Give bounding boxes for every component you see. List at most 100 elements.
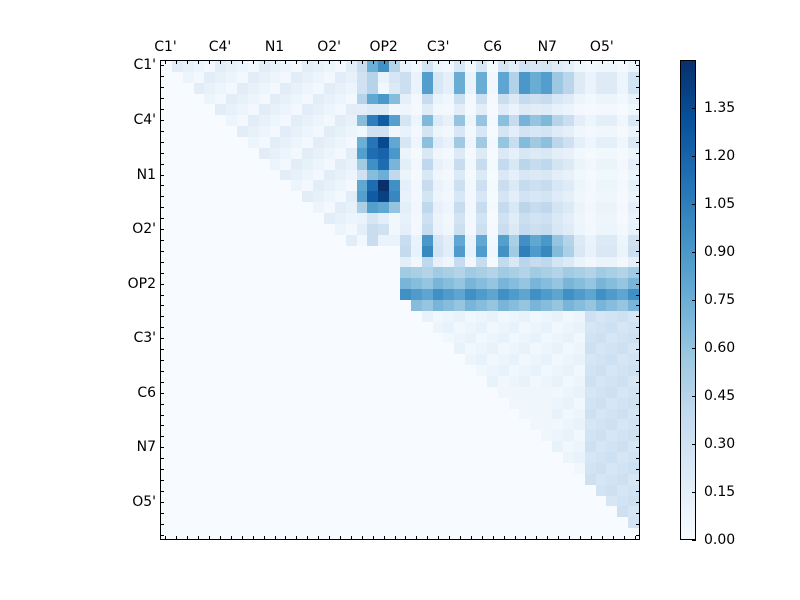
heatmap-cell: [519, 462, 531, 474]
heatmap-cell: [226, 506, 238, 518]
heatmap-cell: [334, 506, 346, 518]
tick-mark: [636, 261, 640, 263]
heatmap-cell: [443, 462, 455, 474]
heatmap-cell: [421, 256, 433, 268]
heatmap-cell: [410, 321, 422, 333]
heatmap-cell: [204, 495, 216, 507]
heatmap-cell: [291, 452, 303, 463]
heatmap-cell: [247, 245, 259, 257]
heatmap-cell: [247, 93, 259, 105]
heatmap-cell: [247, 473, 259, 485]
heatmap-cell: [345, 213, 357, 224]
heatmap-cell: [389, 386, 400, 398]
heatmap-cell: [595, 104, 607, 116]
heatmap-cell: [421, 354, 433, 366]
heatmap-cell: [628, 408, 639, 420]
heatmap-cell: [530, 93, 542, 105]
heatmap-cell: [432, 473, 444, 485]
heatmap-cell: [399, 365, 411, 377]
heatmap-cell: [345, 289, 357, 300]
heatmap-cell: [617, 82, 629, 94]
heatmap-cell: [628, 419, 639, 431]
heatmap-cell: [432, 256, 444, 268]
heatmap-cell: [399, 115, 411, 127]
heatmap-cell: [486, 213, 498, 224]
heatmap-cell: [530, 408, 542, 420]
heatmap-cell: [573, 180, 585, 192]
heatmap-cell: [334, 202, 346, 214]
heatmap-cell: [595, 386, 607, 398]
heatmap-cell: [410, 376, 422, 387]
heatmap-cell: [302, 137, 314, 148]
heatmap-cell: [410, 354, 422, 366]
heatmap-cell: [302, 61, 314, 72]
tick-mark: [160, 316, 164, 318]
heatmap-cell: [237, 430, 248, 442]
heatmap-cell: [161, 397, 172, 409]
heatmap-cell: [182, 202, 194, 214]
heatmap-cell: [345, 299, 357, 311]
heatmap-cell: [617, 61, 629, 72]
tick-mark: [623, 536, 625, 540]
heatmap-cell: [562, 408, 574, 420]
tick-mark: [636, 218, 640, 220]
heatmap-cell: [171, 61, 183, 72]
tick-mark: [612, 60, 614, 64]
heatmap-cell: [519, 223, 531, 235]
heatmap-cell: [432, 386, 444, 398]
heatmap-cell: [628, 126, 639, 138]
heatmap-cell: [258, 528, 270, 539]
heatmap-cell: [595, 321, 607, 333]
heatmap-cell: [465, 147, 477, 159]
heatmap-cell: [562, 365, 574, 377]
heatmap-cell: [454, 321, 466, 333]
heatmap-cell: [454, 419, 466, 431]
y-tick-label: O5': [132, 493, 156, 510]
heatmap-cell: [367, 517, 379, 529]
heatmap-cell: [519, 278, 531, 290]
heatmap-cell: [280, 462, 292, 474]
heatmap-cell: [606, 289, 618, 300]
tick-mark: [590, 536, 592, 540]
heatmap-cell: [226, 528, 238, 539]
heatmap-cell: [508, 180, 520, 192]
heatmap-cell: [519, 115, 531, 127]
heatmap-cell: [280, 321, 292, 333]
heatmap-cell: [269, 213, 281, 224]
heatmap-cell: [541, 137, 553, 148]
heatmap-cell: [378, 180, 390, 192]
heatmap-cell: [247, 104, 259, 116]
tick-mark: [416, 60, 418, 64]
heatmap-cell: [323, 245, 335, 257]
heatmap-cell: [421, 104, 433, 116]
heatmap-cell: [432, 354, 444, 366]
heatmap-cell: [476, 71, 487, 83]
heatmap-cell: [356, 256, 368, 268]
heatmap-cell: [378, 234, 390, 246]
heatmap-cell: [573, 473, 585, 485]
heatmap-cell: [617, 234, 629, 246]
heatmap-cell: [237, 82, 248, 94]
heatmap-cell: [595, 517, 607, 529]
heatmap-cell: [171, 528, 183, 539]
heatmap-cell: [334, 354, 346, 366]
heatmap-cell: [291, 484, 303, 496]
heatmap-cell: [562, 452, 574, 463]
heatmap-cell: [628, 517, 639, 529]
heatmap-cell: [399, 93, 411, 105]
heatmap-cell: [291, 191, 303, 203]
heatmap-cell: [628, 191, 639, 203]
heatmap-cell: [345, 419, 357, 431]
heatmap-cell: [541, 115, 553, 127]
heatmap-cell: [367, 289, 379, 300]
heatmap-cell: [367, 191, 379, 203]
heatmap-cell: [606, 213, 618, 224]
heatmap-cell: [280, 234, 292, 246]
heatmap-cell: [323, 61, 335, 72]
heatmap-cell: [334, 104, 346, 116]
heatmap-cell: [410, 82, 422, 94]
heatmap-cell: [367, 93, 379, 105]
heatmap-cell: [606, 223, 618, 235]
heatmap-cell: [215, 278, 227, 290]
heatmap-cell: [552, 462, 563, 474]
